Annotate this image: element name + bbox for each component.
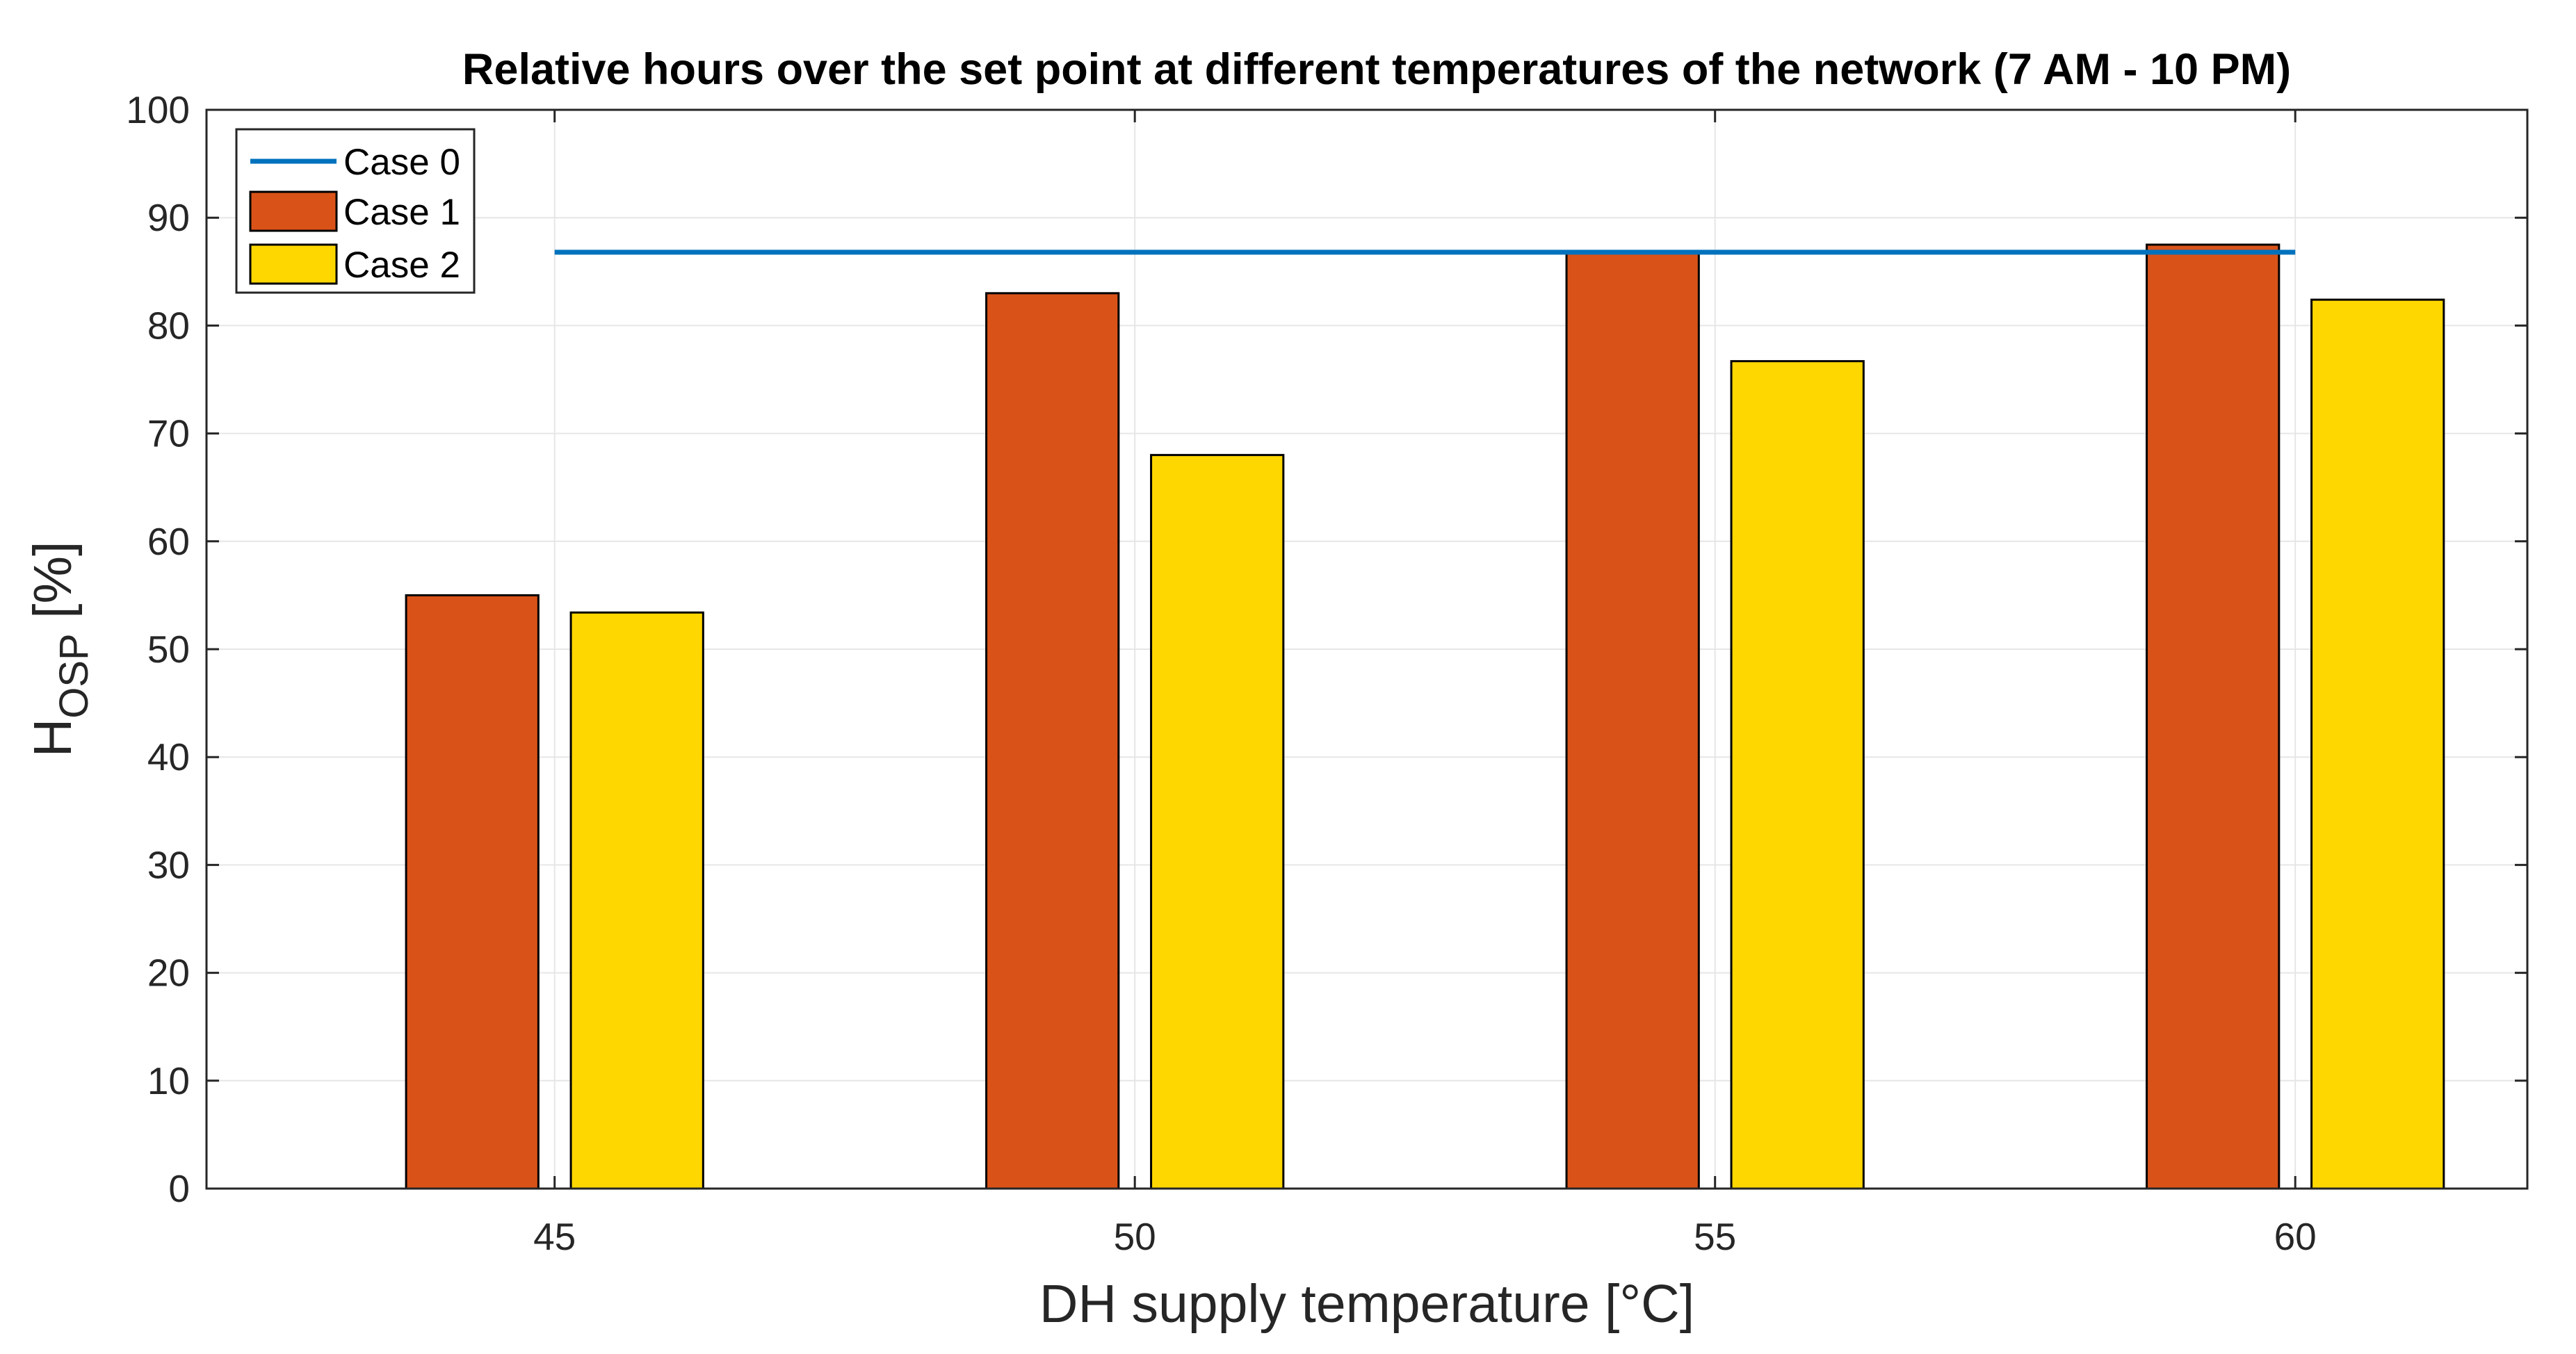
bar-case-1-45 — [405, 594, 540, 1190]
y-tick-label: 10 — [147, 1059, 190, 1102]
bars — [405, 243, 2445, 1190]
y-tick-label: 70 — [147, 412, 190, 455]
y-axis-label-unit: [%] — [23, 541, 83, 634]
y-tick-label: 100 — [126, 88, 190, 131]
y-tick-label: 30 — [147, 843, 190, 886]
legend-case-0-label: Case 0 — [343, 142, 460, 183]
x-axis-label: DH supply temperature [°C] — [1039, 1274, 1694, 1334]
bar-case-1-50 — [985, 292, 1120, 1190]
bar-case-2-50 — [1150, 454, 1285, 1190]
legend-case-1-label: Case 1 — [343, 192, 460, 233]
y-tick-label: 90 — [147, 196, 190, 239]
legend-case-1-swatch — [249, 190, 338, 232]
bar-case-1-55 — [1565, 251, 1700, 1190]
x-tick-label: 50 — [1114, 1215, 1156, 1258]
y-tick-labels: 0 10 20 30 40 50 60 70 80 90 100 — [126, 88, 190, 1210]
y-axis-label-main: H — [23, 719, 83, 758]
y-tick-label: 80 — [147, 304, 190, 347]
axis-ticks — [206, 108, 2527, 1190]
y-tick-label: 0 — [168, 1167, 190, 1210]
legend: Case 0 Case 1 Case 2 — [235, 128, 476, 294]
y-tick-label: 40 — [147, 735, 190, 778]
bar-case-2-45 — [569, 611, 704, 1190]
bar-case-2-55 — [1730, 360, 1865, 1190]
legend-case-2-swatch — [249, 243, 338, 285]
chart-title: Relative hours over the set point at dif… — [462, 45, 2291, 94]
y-tick-label: 50 — [147, 628, 190, 671]
bar-case-1-60 — [2146, 243, 2281, 1190]
y-tick-label: 60 — [147, 520, 190, 563]
x-tick-label: 60 — [2274, 1215, 2317, 1258]
bar-case-2-60 — [2310, 298, 2445, 1190]
x-tick-labels: 45 50 55 60 — [533, 1215, 2317, 1258]
x-tick-label: 55 — [1694, 1215, 1736, 1258]
y-tick-label: 20 — [147, 952, 190, 995]
y-axis-label-subscript: OSP — [51, 633, 97, 719]
x-tick-label: 45 — [533, 1215, 576, 1258]
legend-case-2-label: Case 2 — [343, 245, 460, 286]
y-axis-label: HOSP [%] — [23, 541, 97, 758]
